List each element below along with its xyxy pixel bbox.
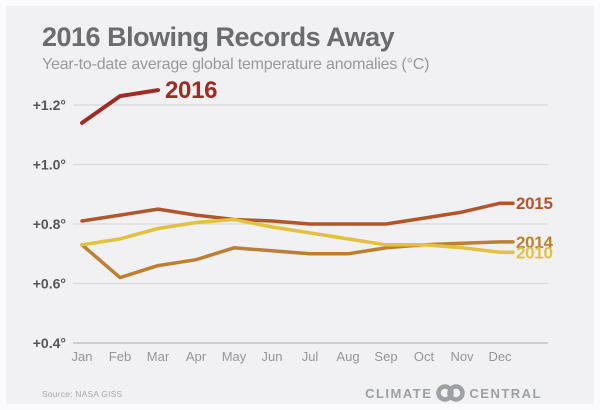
series-label-2016: 2016 [165, 77, 217, 104]
x-axis-month-label: Mar [147, 349, 170, 364]
y-axis-tick-label: +0.4° [33, 335, 66, 351]
x-axis-month-label: Feb [109, 349, 131, 364]
x-axis-month-label: Oct [414, 349, 435, 364]
series-line-2010 [80, 217, 515, 255]
climate-central-logo-icon [436, 384, 466, 402]
x-axis-month-label: May [222, 349, 247, 364]
series-line-2016 [80, 88, 160, 125]
y-axis-tick-label: +1.0° [33, 157, 66, 173]
x-axis-month-label: Dec [488, 349, 512, 364]
x-axis-month-label: Jul [302, 349, 319, 364]
x-axis-month-label: Nov [450, 349, 474, 364]
y-axis-tick-label: +1.2° [33, 97, 66, 113]
y-axis-tick-label: +0.6° [33, 276, 66, 292]
source-credit: Source: NASA GISS [42, 389, 123, 399]
climate-central-logo: CLIMATE CENTRAL [365, 383, 542, 403]
logo-text-central: CENTRAL [469, 385, 542, 401]
series-label-2015: 2015 [516, 194, 553, 213]
page-title: 2016 Blowing Records Away [42, 22, 395, 52]
series-label-2014: 2014 [516, 233, 553, 252]
x-axis-month-label: Jan [72, 349, 93, 364]
x-axis-month-label: Sep [374, 349, 397, 364]
x-axis-month-label: Aug [336, 349, 359, 364]
series-label-2010: 2010 [516, 243, 553, 262]
series-line-2015 [80, 201, 515, 226]
x-axis-month-label: Apr [186, 349, 207, 364]
logo-text-climate: CLIMATE [365, 385, 433, 401]
x-axis-month-label: Jun [262, 349, 283, 364]
page-subtitle: Year-to-date average global temperature … [42, 56, 430, 73]
y-axis-tick-label: +0.8° [33, 216, 66, 232]
chart-header: 2016 Blowing Records Away Year-to-date a… [42, 22, 429, 74]
series-line-2014 [80, 240, 515, 280]
